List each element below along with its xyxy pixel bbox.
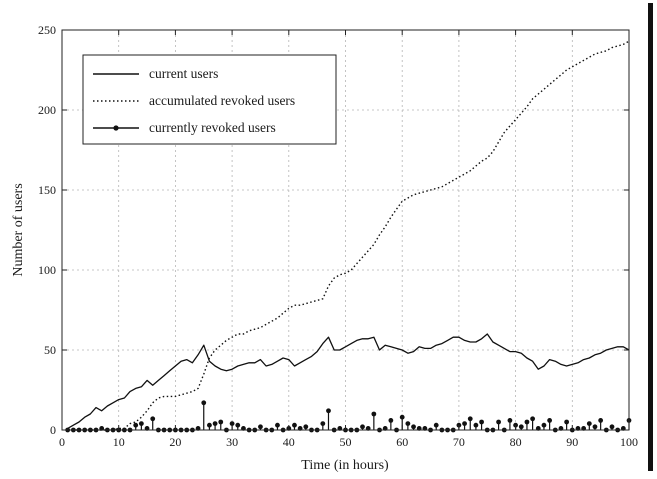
y-tick-label: 100 — [38, 263, 56, 277]
stem-marker — [360, 424, 365, 429]
stem-marker — [400, 415, 405, 420]
stem-marker — [598, 418, 603, 423]
stem-marker — [235, 423, 240, 428]
stem-marker — [201, 400, 206, 405]
x-tick-label: 60 — [396, 435, 408, 449]
x-tick-label: 10 — [113, 435, 125, 449]
stem-marker — [508, 418, 513, 423]
legend: current users accumulated revoked users … — [83, 55, 336, 144]
stem-marker — [547, 418, 552, 423]
y-tick-label: 250 — [38, 23, 56, 37]
stem-marker — [139, 421, 144, 426]
stem-marker — [462, 421, 467, 426]
x-tick-label: 40 — [283, 435, 295, 449]
x-tick-label: 50 — [340, 435, 352, 449]
stem-marker — [530, 416, 535, 421]
stem-marker — [258, 424, 263, 429]
x-tick-label: 0 — [59, 435, 65, 449]
y-axis-label: Number of users — [11, 183, 26, 276]
stem-marker — [587, 421, 592, 426]
stem-marker — [474, 423, 479, 428]
y-tick-label: 0 — [50, 423, 56, 437]
x-axis-label: Time (in hours) — [301, 458, 389, 473]
x-tick-label: 90 — [566, 435, 578, 449]
stem-marker — [496, 420, 501, 425]
legend-marker-currently-revoked-users — [113, 125, 118, 130]
stem-marker — [133, 423, 138, 428]
stem-marker — [303, 424, 308, 429]
x-tick-label: 30 — [226, 435, 238, 449]
stem-marker — [593, 424, 598, 429]
y-tick-label: 150 — [38, 183, 56, 197]
stem-marker — [218, 420, 223, 425]
stem-marker — [320, 421, 325, 426]
y-tick-label: 200 — [38, 103, 56, 117]
stem-marker — [519, 424, 524, 429]
stem-marker — [564, 420, 569, 425]
stem-marker — [292, 423, 297, 428]
stem-marker — [371, 412, 376, 417]
legend-label-currently-revoked-users: currently revoked users — [149, 120, 276, 135]
stem-marker — [207, 423, 212, 428]
legend-label-current-users: current users — [149, 66, 218, 81]
stem-marker — [326, 408, 331, 413]
stem-marker — [542, 423, 547, 428]
y-tick-label: 50 — [44, 343, 56, 357]
x-tick-label: 20 — [169, 435, 181, 449]
stem-marker — [610, 424, 615, 429]
stem-marker — [388, 418, 393, 423]
stem-marker — [434, 423, 439, 428]
stem-marker — [405, 421, 410, 426]
page-edge-bar — [648, 3, 653, 471]
stem-marker — [411, 424, 416, 429]
stem-marker — [150, 416, 155, 421]
stem-marker — [525, 420, 530, 425]
stem-marker — [213, 421, 218, 426]
legend-label-accumulated-revoked-users: accumulated revoked users — [149, 93, 295, 108]
x-tick-label: 70 — [453, 435, 465, 449]
stem-marker — [275, 423, 280, 428]
stem-marker — [468, 416, 473, 421]
stem-marker — [479, 420, 484, 425]
x-tick-label: 100 — [620, 435, 638, 449]
x-tick-label: 80 — [510, 435, 522, 449]
